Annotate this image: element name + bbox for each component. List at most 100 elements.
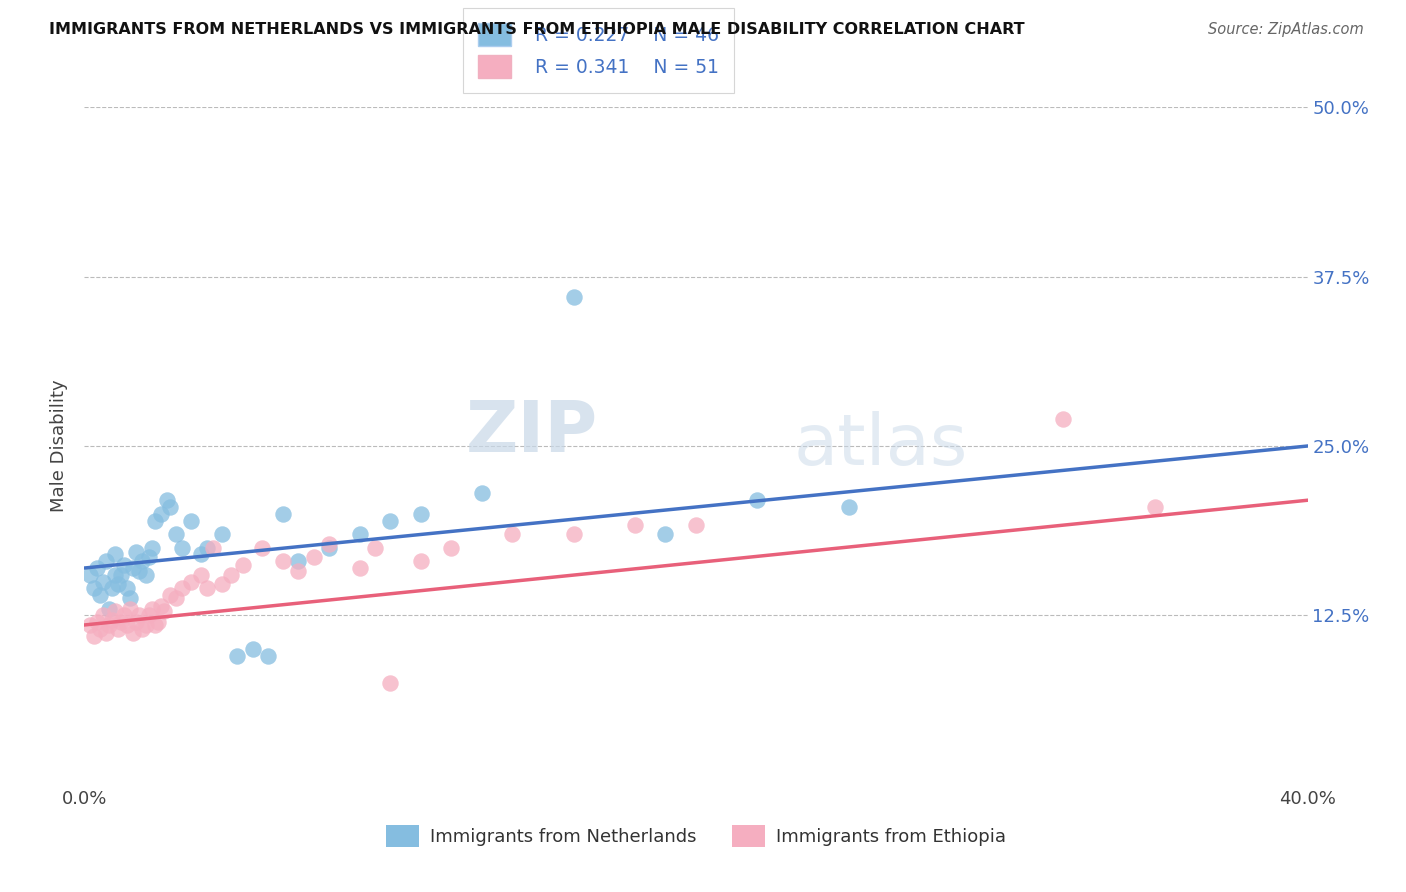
Point: [141, 541, 163, 555]
Point: [89, 622, 111, 636]
Point: [97, 601, 120, 615]
Point: [107, 622, 129, 636]
Point: [180, 574, 202, 589]
Point: [135, 618, 157, 632]
Text: atlas: atlas: [794, 411, 969, 481]
Point: [125, 545, 148, 559]
Point: [409, 507, 432, 521]
Point: [131, 554, 153, 568]
Point: [143, 618, 166, 632]
Legend: Immigrants from Netherlands, Immigrants from Ethiopia: Immigrants from Netherlands, Immigrants …: [380, 817, 1012, 854]
Point: [83, 582, 105, 596]
Point: [180, 514, 202, 528]
Point: [201, 541, 224, 555]
Point: [94, 554, 117, 568]
Point: [86, 561, 108, 575]
Point: [110, 615, 132, 630]
Point: [153, 604, 176, 618]
Point: [380, 514, 402, 528]
Point: [271, 507, 294, 521]
Point: [502, 527, 524, 541]
Point: [91, 608, 114, 623]
Point: [349, 561, 371, 575]
Point: [380, 676, 402, 690]
Point: [232, 558, 254, 573]
Y-axis label: Male Disability: Male Disability: [51, 380, 69, 512]
Point: [195, 582, 218, 596]
Point: [89, 588, 111, 602]
Point: [94, 626, 117, 640]
Point: [165, 527, 187, 541]
Point: [190, 548, 212, 562]
Point: [120, 601, 142, 615]
Point: [471, 486, 494, 500]
Point: [110, 567, 132, 582]
Point: [287, 564, 309, 578]
Point: [318, 541, 340, 555]
Point: [250, 541, 273, 555]
Point: [122, 561, 145, 575]
Point: [112, 608, 135, 623]
Point: [562, 527, 585, 541]
Point: [115, 618, 138, 632]
Point: [211, 527, 233, 541]
Point: [120, 591, 142, 605]
Point: [624, 517, 647, 532]
Point: [112, 558, 135, 573]
Point: [125, 615, 148, 630]
Point: [91, 574, 114, 589]
Point: [172, 541, 194, 555]
Point: [1143, 500, 1166, 514]
Point: [101, 582, 124, 596]
Point: [364, 541, 387, 555]
Point: [107, 577, 129, 591]
Point: [104, 567, 127, 582]
Point: [159, 500, 181, 514]
Point: [287, 554, 309, 568]
Text: IMMIGRANTS FROM NETHERLANDS VS IMMIGRANTS FROM ETHIOPIA MALE DISABILITY CORRELAT: IMMIGRANTS FROM NETHERLANDS VS IMMIGRANT…: [49, 22, 1025, 37]
Point: [211, 577, 233, 591]
Point: [302, 550, 325, 565]
Point: [97, 618, 120, 632]
Point: [654, 527, 676, 541]
Point: [440, 541, 463, 555]
Point: [138, 608, 160, 623]
Point: [79, 567, 101, 582]
Point: [190, 567, 212, 582]
Point: [1052, 412, 1074, 426]
Point: [122, 626, 145, 640]
Point: [131, 622, 153, 636]
Point: [135, 567, 157, 582]
Point: [159, 588, 181, 602]
Point: [115, 582, 138, 596]
Point: [101, 613, 124, 627]
Point: [409, 554, 432, 568]
Point: [128, 564, 150, 578]
Point: [104, 548, 127, 562]
Point: [219, 567, 242, 582]
Point: [141, 601, 163, 615]
Text: ZIP: ZIP: [465, 398, 598, 467]
Point: [146, 615, 169, 630]
Point: [562, 290, 585, 304]
Point: [149, 507, 172, 521]
Point: [172, 582, 194, 596]
Point: [143, 514, 166, 528]
Point: [104, 604, 127, 618]
Point: [318, 536, 340, 550]
Point: [195, 541, 218, 555]
Point: [83, 629, 105, 643]
Point: [226, 649, 249, 664]
Point: [128, 608, 150, 623]
Point: [156, 493, 179, 508]
Point: [838, 500, 860, 514]
Point: [271, 554, 294, 568]
Point: [685, 517, 707, 532]
Point: [747, 493, 769, 508]
Point: [149, 599, 172, 613]
Point: [165, 591, 187, 605]
Point: [79, 618, 101, 632]
Point: [349, 527, 371, 541]
Point: [242, 642, 264, 657]
Point: [138, 550, 160, 565]
